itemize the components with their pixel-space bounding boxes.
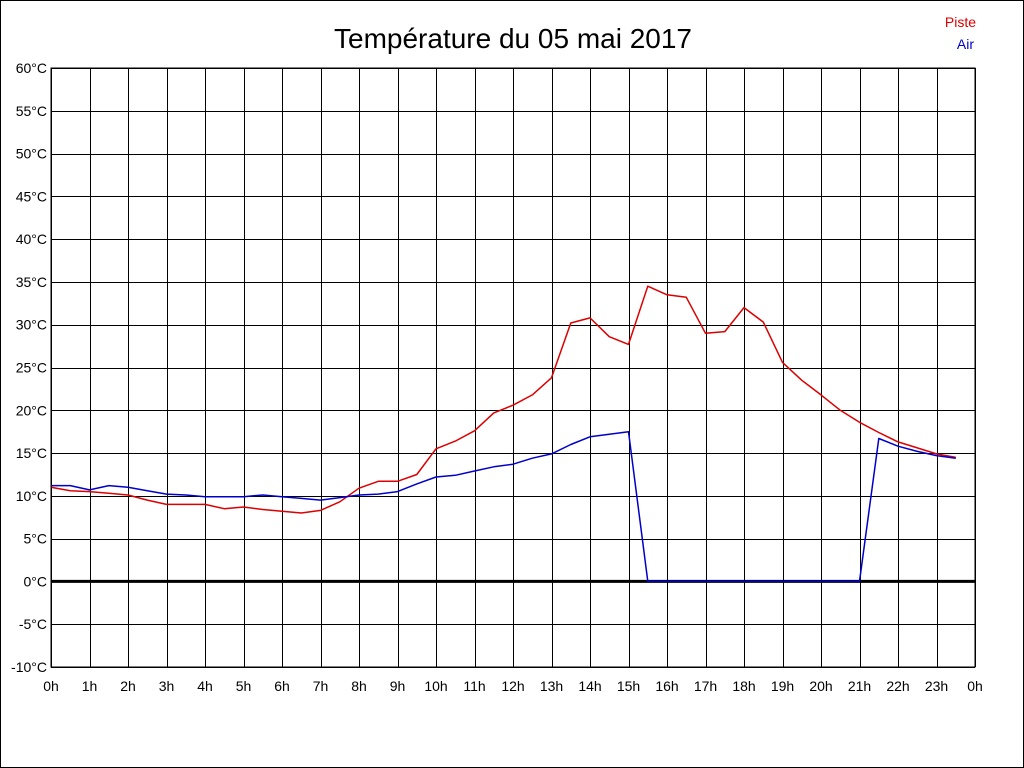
- y-tick-label: 35°C: [16, 274, 47, 290]
- x-tick-label: 10h: [424, 678, 447, 694]
- y-tick-label: -10°C: [11, 659, 47, 675]
- y-tick-label: 20°C: [16, 402, 47, 418]
- y-tick-label: 10°C: [16, 488, 47, 504]
- x-tick-label: 0h: [967, 678, 983, 694]
- y-axis-ticks: 60°C 55°C 50°C 45°C 40°C 35°C 30°C 25°C 20°C 15°C…: [11, 60, 47, 675]
- y-tick-label: -5°C: [19, 616, 47, 632]
- x-axis-ticks: 0h 1h 2h 3h 4h 5h 6h 7h 8h 9h 10h 11h 12h 13h 14h 15h 16…: [43, 678, 983, 694]
- series-group: [50, 285, 956, 583]
- x-tick-label: 1h: [82, 678, 98, 694]
- x-tick-label: 13h: [540, 678, 563, 694]
- x-tick-label: 0h: [43, 678, 59, 694]
- x-tick-label: 12h: [501, 678, 524, 694]
- x-tick-label: 22h: [886, 678, 909, 694]
- y-tick-label: 30°C: [16, 317, 47, 333]
- x-tick-label: 20h: [809, 678, 832, 694]
- y-tick-label: 45°C: [16, 188, 47, 204]
- y-tick-label: 60°C: [16, 60, 47, 76]
- y-tick-label: 40°C: [16, 231, 47, 247]
- x-tick-label: 14h: [578, 678, 601, 694]
- series-line-air: [51, 430, 956, 583]
- y-tick-label: 5°C: [24, 531, 48, 547]
- y-tick-label: 15°C: [16, 445, 47, 461]
- plot-area-border: [50, 67, 976, 668]
- legend-entry-piste: Piste: [945, 14, 976, 30]
- x-tick-label: 11h: [463, 678, 485, 694]
- x-tick-label: 21h: [848, 678, 871, 694]
- x-tick-label: 7h: [313, 678, 329, 694]
- series-line-piste: [50, 285, 956, 514]
- x-tick-label: 18h: [732, 678, 755, 694]
- x-tick-label: 5h: [236, 678, 252, 694]
- x-tick-label: 9h: [390, 678, 406, 694]
- x-tick-label: 19h: [771, 678, 794, 694]
- grid: [51, 68, 976, 668]
- x-tick-label: 6h: [274, 678, 290, 694]
- x-tick-label: 4h: [197, 678, 213, 694]
- x-tick-label: 17h: [694, 678, 717, 694]
- y-tick-label: 55°C: [16, 103, 47, 119]
- y-tick-label: 0°C: [24, 573, 48, 589]
- x-tick-label: 16h: [655, 678, 678, 694]
- x-tick-label: 8h: [351, 678, 367, 694]
- chart-title: Température du 05 mai 2017: [334, 23, 692, 54]
- x-tick-label: 23h: [925, 678, 948, 694]
- x-tick-label: 2h: [120, 678, 136, 694]
- y-tick-label: 25°C: [16, 360, 47, 376]
- x-tick-label: 3h: [159, 678, 175, 694]
- legend-entry-air: Air: [957, 36, 974, 52]
- y-tick-label: 50°C: [16, 146, 47, 162]
- x-tick-label: 15h: [617, 678, 640, 694]
